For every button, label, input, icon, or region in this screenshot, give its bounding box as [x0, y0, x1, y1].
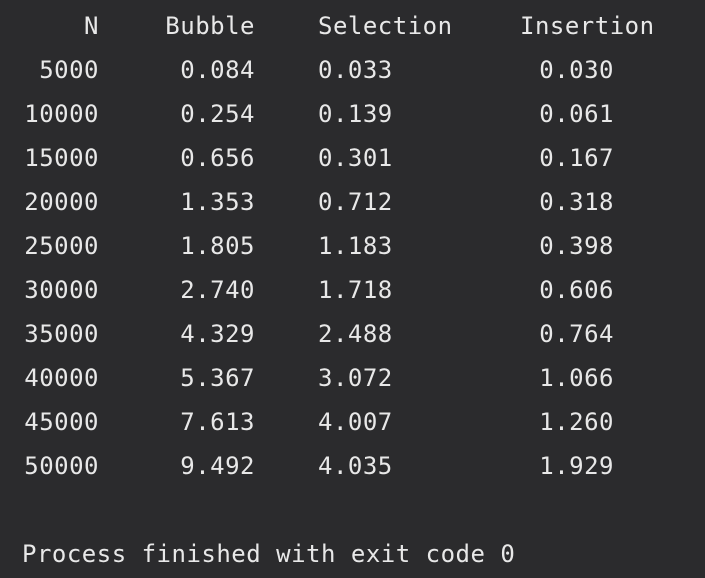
header-bubble: Bubble	[165, 12, 255, 40]
cell-n: 40000	[24, 364, 99, 392]
cell-selection: 3.072	[318, 364, 393, 392]
cell-insertion: 0.606	[539, 276, 614, 304]
cell-selection: 1.183	[318, 232, 393, 260]
table-row: 40000 5.367 3.072 1.066	[0, 362, 705, 394]
table-row: 45000 7.613 4.007 1.260	[0, 406, 705, 438]
cell-bubble: 1.353	[180, 188, 255, 216]
cell-bubble: 1.805	[180, 232, 255, 260]
cell-selection: 2.488	[318, 320, 393, 348]
header-selection: Selection	[318, 12, 453, 40]
cell-n: 45000	[24, 408, 99, 436]
cell-insertion: 0.061	[539, 100, 614, 128]
cell-selection: 4.035	[318, 452, 393, 480]
table-row: 15000 0.656 0.301 0.167	[0, 142, 705, 174]
table-row: 20000 1.353 0.712 0.318	[0, 186, 705, 218]
cell-n: 10000	[24, 100, 99, 128]
cell-bubble: 2.740	[180, 276, 255, 304]
cell-bubble: 7.613	[180, 408, 255, 436]
cell-selection: 4.007	[318, 408, 393, 436]
table-row: 25000 1.805 1.183 0.398	[0, 230, 705, 262]
cell-n: 5000	[39, 56, 99, 84]
cell-insertion: 0.030	[539, 56, 614, 84]
cell-selection: 0.301	[318, 144, 393, 172]
cell-selection: 0.712	[318, 188, 393, 216]
process-status-message: Process finished with exit code 0	[22, 540, 516, 568]
cell-bubble: 9.492	[180, 452, 255, 480]
cell-insertion: 1.260	[539, 408, 614, 436]
cell-insertion: 1.929	[539, 452, 614, 480]
cell-n: 15000	[24, 144, 99, 172]
table-header-row: N Bubble Selection Insertion	[0, 10, 705, 42]
cell-insertion: 0.318	[539, 188, 614, 216]
cell-n: 20000	[24, 188, 99, 216]
cell-n: 35000	[24, 320, 99, 348]
cell-n: 50000	[24, 452, 99, 480]
table-row: 50000 9.492 4.035 1.929	[0, 450, 705, 482]
cell-bubble: 0.656	[180, 144, 255, 172]
header-n: N	[84, 12, 99, 40]
cell-selection: 0.033	[318, 56, 393, 84]
cell-insertion: 0.167	[539, 144, 614, 172]
cell-insertion: 0.764	[539, 320, 614, 348]
table-row: 30000 2.740 1.718 0.606	[0, 274, 705, 306]
table-row: 10000 0.254 0.139 0.061	[0, 98, 705, 130]
table-row: 5000 0.084 0.033 0.030	[0, 54, 705, 86]
cell-insertion: 1.066	[539, 364, 614, 392]
cell-n: 25000	[24, 232, 99, 260]
cell-insertion: 0.398	[539, 232, 614, 260]
cell-n: 30000	[24, 276, 99, 304]
cell-selection: 1.718	[318, 276, 393, 304]
cell-bubble: 0.084	[180, 56, 255, 84]
header-insertion: Insertion	[520, 12, 655, 40]
cell-selection: 0.139	[318, 100, 393, 128]
table-row: 35000 4.329 2.488 0.764	[0, 318, 705, 350]
cell-bubble: 0.254	[180, 100, 255, 128]
cell-bubble: 4.329	[180, 320, 255, 348]
cell-bubble: 5.367	[180, 364, 255, 392]
